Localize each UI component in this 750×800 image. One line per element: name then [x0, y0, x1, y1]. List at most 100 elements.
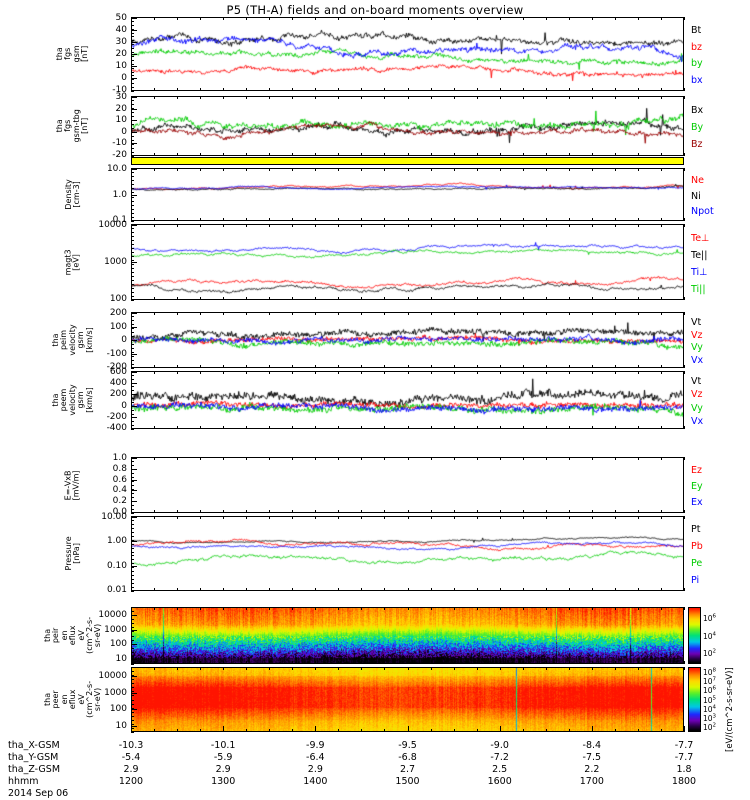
xtick-minor [200, 667, 201, 670]
ytick-fgs-gsm-tbg: -10 [112, 138, 127, 149]
xtick-minor [338, 168, 339, 171]
colorbar-electron [688, 667, 701, 732]
xtick-minor [246, 667, 247, 670]
ytick-minor [131, 695, 134, 696]
ytick-minor [131, 524, 134, 525]
xtick-minor [615, 371, 616, 374]
ytick-minor [131, 457, 134, 458]
ytick-mark [131, 406, 137, 407]
ytick-minor [131, 687, 134, 688]
xtick-minor [592, 457, 593, 460]
xtick-minor [200, 312, 201, 315]
xtick-minor [661, 588, 662, 591]
xtick-minor [546, 88, 547, 91]
xtick-minor [200, 365, 201, 368]
xaxis-value: 2.7 [399, 764, 416, 775]
xtick-minor [500, 153, 501, 156]
xtick-minor [569, 312, 570, 315]
xtick-minor [200, 218, 201, 221]
xtick-minor [131, 168, 132, 171]
xtick-minor [638, 17, 639, 20]
xtick-minor [684, 218, 685, 221]
ytick-minor [131, 648, 134, 649]
ytick-minor [131, 124, 134, 125]
xtick-minor [569, 661, 570, 664]
xtick-minor [684, 667, 685, 670]
xtick-minor [408, 88, 409, 91]
xtick-minor [546, 426, 547, 429]
ytick-minor [131, 268, 134, 269]
xtick-minor [569, 510, 570, 513]
xtick-minor [500, 365, 501, 368]
ytick-mark [131, 469, 137, 470]
xtick-minor [592, 516, 593, 519]
xtick-minor [408, 588, 409, 591]
xtick-minor [638, 312, 639, 315]
xtick-minor [223, 365, 224, 368]
ytick-minor [131, 544, 134, 545]
ytick-minor [131, 552, 134, 553]
ytick-minor [131, 312, 134, 313]
xtick-minor [523, 661, 524, 664]
xtick-minor [384, 457, 385, 460]
xtick-minor [223, 153, 224, 156]
xtick-minor [661, 218, 662, 221]
xtick-minor [384, 371, 385, 374]
xtick-minor [315, 661, 316, 664]
xtick-minor [292, 312, 293, 315]
ytick-peer-spectrogram: 100 [109, 704, 127, 715]
xtick-minor [223, 588, 224, 591]
xtick-minor [361, 312, 362, 315]
xtick-minor [384, 365, 385, 368]
xtick-minor [684, 588, 685, 591]
xtick-minor [361, 426, 362, 429]
xtick-minor [592, 96, 593, 99]
xtick-minor [638, 153, 639, 156]
xtick-minor [223, 224, 224, 227]
xtick-minor [500, 667, 501, 670]
xtick-minor [546, 661, 547, 664]
xtick-minor [500, 218, 501, 221]
xtick-minor [361, 153, 362, 156]
xtick-minor [361, 371, 362, 374]
xtick-minor [223, 168, 224, 171]
ytick-minor [131, 83, 134, 84]
xaxis-value: -6.4 [306, 752, 325, 763]
ytick-minor [131, 473, 134, 474]
ytick-minor [131, 579, 134, 580]
xtick-minor [361, 607, 362, 610]
xaxis-value: 2.5 [492, 764, 508, 775]
ytick-mark [131, 30, 137, 31]
ytick-minor [131, 324, 134, 325]
xtick-minor [292, 168, 293, 171]
xtick-minor [477, 88, 478, 91]
ytick-minor [131, 100, 134, 101]
xtick-minor [477, 153, 478, 156]
ytick-minor [131, 184, 134, 185]
ytick-minor [131, 248, 134, 249]
ytick-mark [131, 541, 137, 542]
xtick-minor [546, 607, 547, 610]
xtick-minor [131, 312, 132, 315]
ytick-efield: 0.0 [112, 507, 127, 517]
xtick-minor [431, 661, 432, 664]
ytick-mark [131, 512, 137, 513]
ytick-minor [131, 485, 134, 486]
ytick-fgs-gsm: 0 [121, 73, 127, 83]
xtick-minor [661, 661, 662, 664]
xtick-minor [154, 88, 155, 91]
xtick-minor [292, 588, 293, 591]
ytick-minor [131, 607, 134, 608]
xtick-minor [592, 667, 593, 670]
xtick-minor [477, 365, 478, 368]
xtick-minor [269, 17, 270, 20]
xtick-minor [338, 516, 339, 519]
ytick-minor [131, 72, 134, 73]
plot-date: 2014 Sep 06 [8, 788, 69, 799]
xtick-minor [500, 588, 501, 591]
xtick-minor [200, 510, 201, 513]
xtick-minor [615, 365, 616, 368]
xtick-minor [569, 88, 570, 91]
ytick-minor [131, 667, 134, 668]
xtick-minor [638, 371, 639, 374]
